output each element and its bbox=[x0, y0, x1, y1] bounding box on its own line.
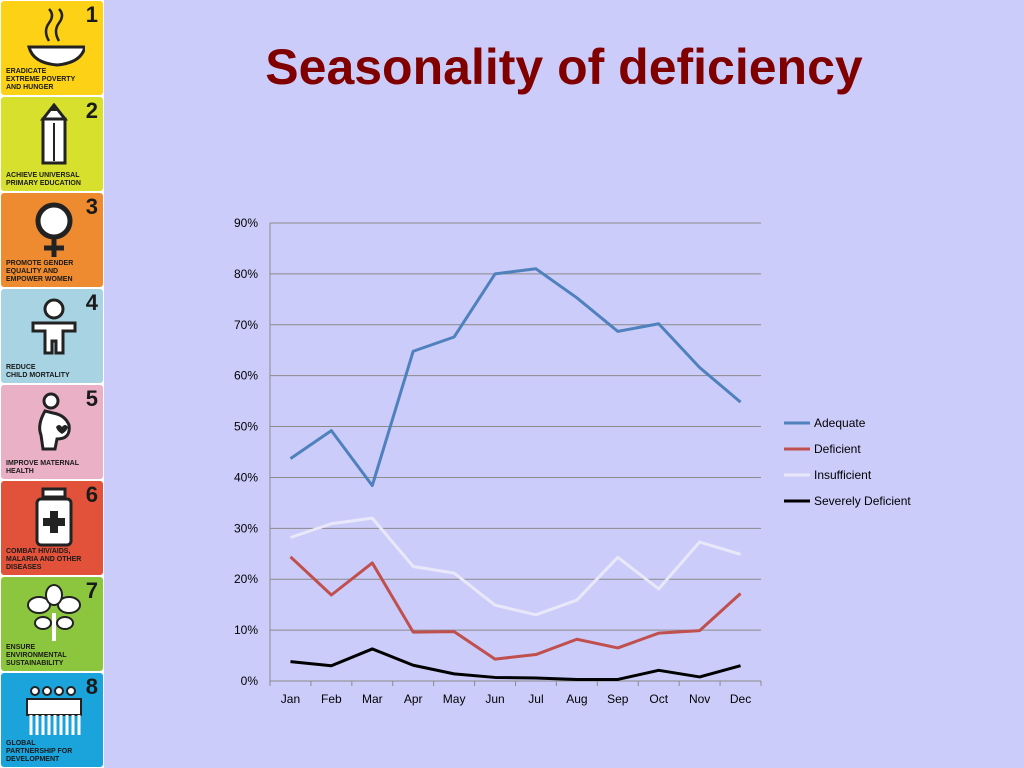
series-line-severely-deficient bbox=[290, 647, 741, 681]
y-tick-label: 90% bbox=[234, 216, 258, 230]
goal-text: COMBAT HIV/AIDS, MALARIA AND OTHER DISEA… bbox=[6, 548, 82, 571]
y-tick-label: 70% bbox=[234, 318, 258, 332]
x-tick-label: Feb bbox=[321, 692, 342, 706]
goal-number: 4 bbox=[85, 290, 98, 315]
mdg-sidebar: 1 ERADICATE EXTREME POVERTY AND HUNGER 2 AC… bbox=[0, 0, 104, 768]
legend-label: Severely Deficient bbox=[814, 494, 911, 508]
x-tick-label: Nov bbox=[689, 692, 710, 706]
x-tick-label: Apr bbox=[404, 692, 423, 706]
mdg-goal-8: 8 GLOBAL PARTNERSHIP FOR DEVELOPMENT bbox=[1, 673, 103, 767]
goal-text: PROMOTE GENDER EQUALITY AND EMPOWER WOME… bbox=[6, 260, 74, 283]
goal-number: 7 bbox=[85, 578, 98, 603]
x-tick-label: Dec bbox=[730, 692, 751, 706]
mdg-goal-6: 6 COMBAT HIV/AIDS, MALARIA AND OTHER DISE… bbox=[1, 481, 103, 575]
pregnant-woman-icon bbox=[38, 392, 71, 451]
plant-icon bbox=[27, 584, 81, 641]
x-tick-label: May bbox=[443, 692, 466, 706]
medicine-bottle-icon bbox=[35, 487, 73, 547]
mdg-goal-4: 4 REDUCE CHILD MORTALITY bbox=[1, 289, 103, 383]
y-tick-label: 30% bbox=[234, 521, 258, 535]
x-tick-label: Jul bbox=[528, 692, 543, 706]
mdg-goal-7: 7 ENSURE ENVIRONMENTAL SUSTAINABILITY bbox=[1, 577, 103, 671]
people-group-icon bbox=[26, 686, 82, 735]
legend-label: Adequate bbox=[814, 416, 866, 430]
pencil-icon bbox=[39, 103, 69, 165]
goal-text: REDUCE CHILD MORTALITY bbox=[6, 364, 70, 379]
y-tick-label: 20% bbox=[234, 572, 258, 586]
legend-label: Deficient bbox=[814, 442, 861, 456]
mdg-goal-3: 3 PROMOTE GENDER EQUALITY AND EMPOWER WOM… bbox=[1, 193, 103, 287]
page-title: Seasonality of deficiency bbox=[265, 39, 863, 95]
y-tick-label: 60% bbox=[234, 369, 258, 383]
mdg-goal-1: 1 ERADICATE EXTREME POVERTY AND HUNGER bbox=[1, 1, 103, 95]
mdg-goal-2: 2 ACHIEVE UNIVERSAL PRIMARY EDUCATION bbox=[1, 97, 103, 191]
series-line-deficient bbox=[289, 555, 742, 661]
goal-number: 6 bbox=[85, 482, 98, 507]
y-tick-label: 80% bbox=[234, 267, 258, 281]
female-symbol-icon bbox=[35, 202, 73, 257]
bowl-icon bbox=[27, 8, 85, 67]
goal-number: 2 bbox=[85, 98, 98, 123]
y-tick-label: 40% bbox=[234, 470, 258, 484]
x-tick-label: Oct bbox=[649, 692, 668, 706]
goal-text: GLOBAL PARTNERSHIP FOR DEVELOPMENT bbox=[6, 740, 73, 763]
goal-text: ERADICATE EXTREME POVERTY AND HUNGER bbox=[6, 68, 76, 91]
goal-text: ENSURE ENVIRONMENTAL SUSTAINABILITY bbox=[6, 644, 67, 667]
legend-label: Insufficient bbox=[814, 468, 872, 482]
mdg-goal-5: 5 IMPROVE MATERNAL HEALTH bbox=[1, 385, 103, 479]
y-tick-label: 10% bbox=[234, 623, 258, 637]
series-line-insufficient bbox=[289, 516, 741, 617]
goal-number: 1 bbox=[85, 2, 98, 27]
x-tick-label: Jun bbox=[485, 692, 504, 706]
y-tick-label: 50% bbox=[234, 420, 258, 434]
child-icon bbox=[31, 298, 77, 355]
goal-number: 3 bbox=[85, 194, 98, 219]
y-tick-label: 0% bbox=[241, 674, 259, 688]
x-tick-label: Aug bbox=[566, 692, 587, 706]
series-line-adequate bbox=[289, 267, 742, 488]
x-tick-label: Mar bbox=[362, 692, 383, 706]
goal-number: 8 bbox=[85, 674, 98, 699]
x-tick-label: Sep bbox=[607, 692, 629, 706]
goal-text: IMPROVE MATERNAL HEALTH bbox=[6, 460, 79, 475]
goal-text: ACHIEVE UNIVERSAL PRIMARY EDUCATION bbox=[6, 172, 81, 187]
goal-number: 5 bbox=[85, 386, 98, 411]
x-tick-label: Jan bbox=[281, 692, 300, 706]
